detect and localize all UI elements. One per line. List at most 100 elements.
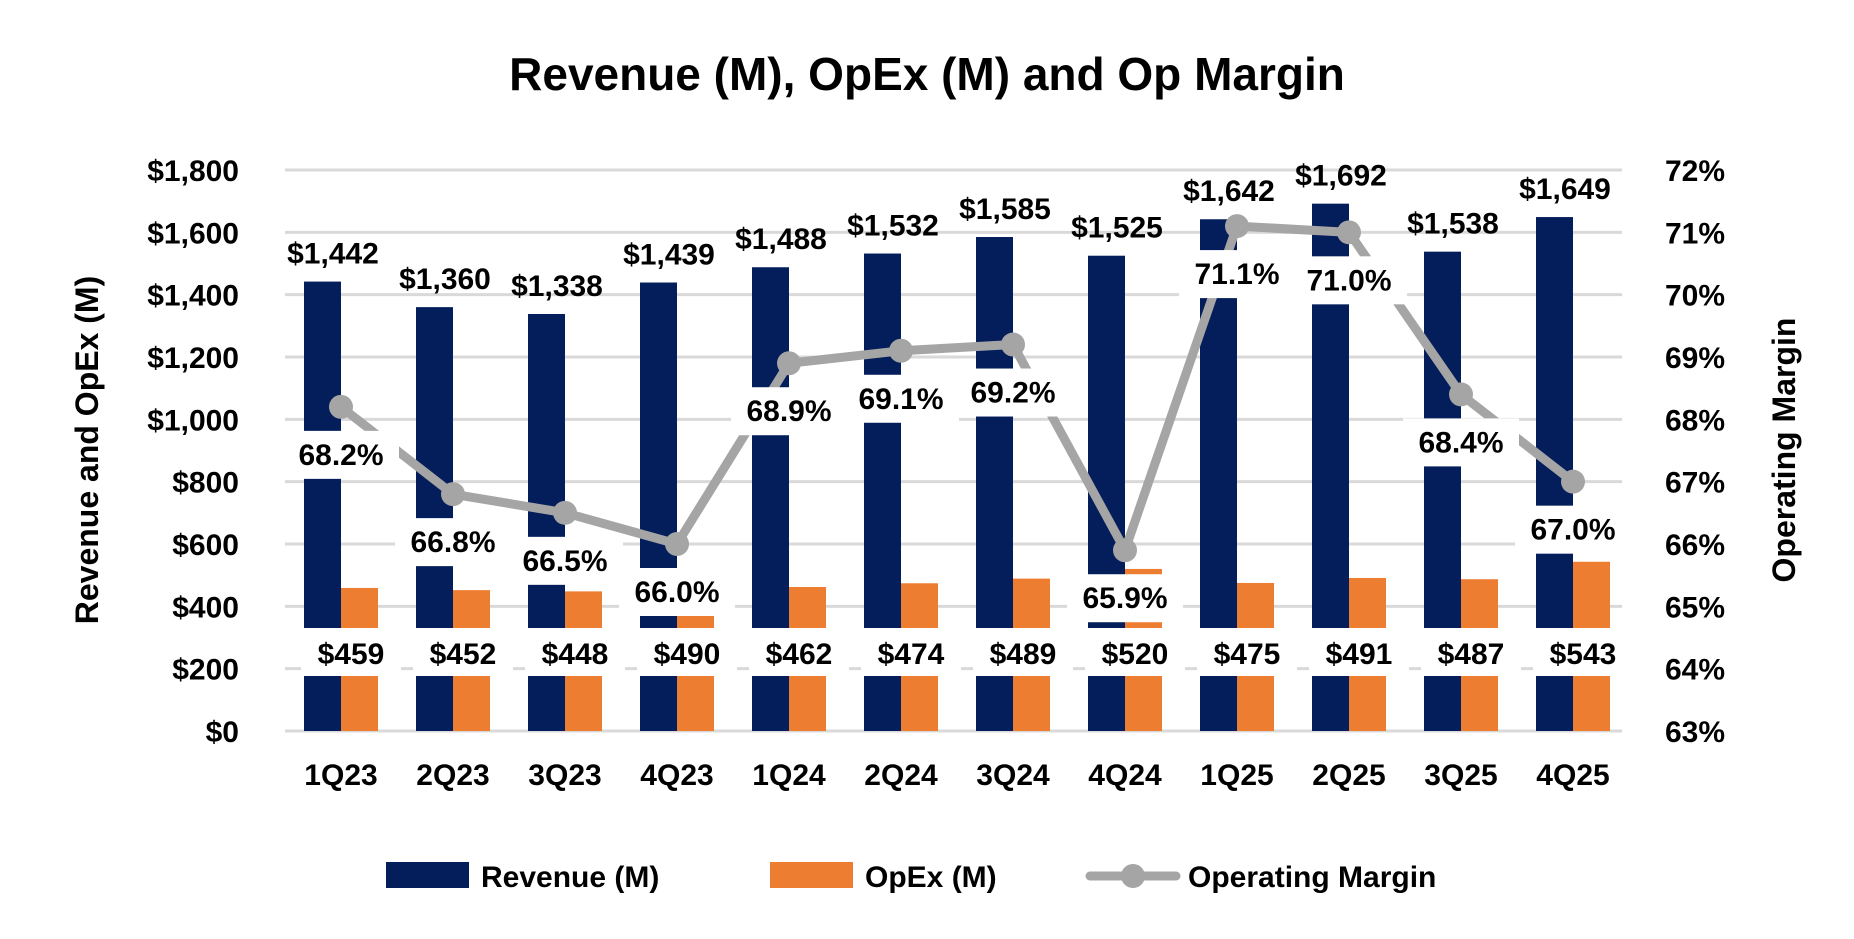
margin-data-label: 69.1% [858, 383, 943, 416]
opex-data-label: $452 [430, 638, 497, 671]
opex-label-box [1197, 628, 1297, 676]
revenue-data-label: $1,692 [1295, 160, 1387, 193]
opex-data-label: $543 [1550, 638, 1617, 671]
opex-data-label: $489 [990, 638, 1057, 671]
x-tick-label: 2Q24 [864, 759, 938, 792]
y-tick-label: $0 [206, 716, 239, 749]
revenue-data-label: $1,360 [399, 263, 491, 296]
x-tick-label: 3Q25 [1424, 759, 1497, 792]
y2-tick-label: 70% [1665, 280, 1725, 313]
y2-tick-label: 66% [1665, 529, 1725, 562]
y-tick-label: $400 [172, 591, 239, 624]
opex-label-box [525, 628, 625, 676]
opex-label-box [1085, 628, 1185, 676]
right-axis-ticks: 63% 64% 65% 66% 67% 68% 69% 70% 71% 72% [1665, 155, 1725, 749]
margin-label-box [1067, 574, 1183, 623]
left-axis-ticks: $0 $200 $400 $600 $800 $1,000 $1,200 $1,400 $1,6… [147, 155, 239, 749]
margin-marker [665, 532, 689, 556]
margin-data-label: 67.0% [1530, 514, 1615, 547]
legend-swatch-revenue [386, 862, 469, 888]
revenue-data-label: $1,585 [959, 193, 1051, 226]
x-tick-label: 1Q24 [752, 759, 826, 792]
y2-tick-label: 68% [1665, 404, 1725, 437]
y2-tick-label: 67% [1665, 467, 1725, 500]
opex-data-label: $490 [654, 638, 721, 671]
revenue-data-label: $1,439 [623, 239, 715, 272]
margin-data-label: 66.5% [522, 545, 607, 578]
margin-marker [889, 338, 913, 363]
y-tick-label: $200 [172, 654, 239, 687]
margin-data-label: 69.2% [970, 377, 1055, 410]
margin-label-box [1403, 418, 1519, 467]
opex-label-box [1421, 628, 1521, 676]
x-tick-label: 3Q24 [976, 759, 1050, 792]
opex-label-box [861, 628, 961, 676]
margin-label-box [283, 430, 399, 479]
opex-data-label: $520 [1102, 638, 1169, 671]
opex-label-box [301, 628, 401, 676]
revenue-data-label: $1,338 [511, 270, 603, 303]
opex-data-label: $448 [542, 638, 609, 671]
y-tick-label: $600 [172, 529, 239, 562]
chart-title: Revenue (M), OpEx (M) and Op Margin [509, 48, 1345, 100]
left-axis-title: Revenue and OpEx (M) [69, 276, 105, 625]
margin-data-label: 71.1% [1194, 258, 1279, 291]
margin-label-box [1515, 505, 1631, 554]
margin-data-label: 68.4% [1418, 426, 1503, 459]
legend-label-opex: OpEx (M) [865, 861, 997, 894]
x-tick-label: 2Q23 [416, 759, 489, 792]
margin-label-box [1179, 250, 1295, 299]
y2-tick-label: 71% [1665, 217, 1725, 250]
margin-label-box [619, 568, 735, 616]
y-tick-label: $800 [172, 467, 239, 500]
y2-tick-label: 69% [1665, 342, 1725, 375]
margin-label-box [955, 368, 1071, 417]
opex-label-box [973, 628, 1073, 676]
legend-label-margin: Operating Margin [1188, 861, 1436, 894]
margin-marker [1337, 220, 1361, 245]
y-tick-label: $1,400 [147, 280, 239, 313]
y2-tick-label: 64% [1665, 654, 1725, 687]
margin-data-label: 66.8% [410, 526, 495, 559]
revenue-data-label: $1,642 [1183, 175, 1275, 208]
opex-label-box [413, 628, 513, 676]
margin-marker [777, 351, 801, 376]
margin-label-box [1291, 256, 1407, 305]
opex-label-box [1309, 628, 1409, 676]
opex-data-label: $474 [878, 638, 945, 671]
margin-label-box [507, 536, 623, 585]
revenue-data-label: $1,538 [1407, 208, 1499, 241]
legend: Revenue (M) OpEx (M) Operating Margin [386, 861, 1436, 894]
y-tick-label: $1,000 [147, 404, 239, 437]
revenue-data-label: $1,649 [1519, 173, 1611, 206]
legend-swatch-margin-marker [1121, 864, 1145, 888]
margin-label-box [731, 387, 847, 436]
revenue-data-label: $1,532 [847, 210, 939, 243]
opex-label-box [637, 628, 737, 676]
legend-swatch-opex [770, 862, 853, 888]
y2-tick-label: 63% [1665, 716, 1725, 749]
y-tick-label: $1,200 [147, 342, 239, 375]
margin-label-box [843, 374, 959, 423]
right-axis-title: Operating Margin [1766, 318, 1802, 583]
margin-marker [1449, 382, 1473, 407]
x-tick-label: 1Q23 [304, 759, 377, 792]
margin-marker [553, 500, 577, 525]
opex-label-box [1533, 628, 1633, 676]
opex-data-label: $459 [318, 638, 385, 671]
y-tick-label: $1,600 [147, 217, 239, 250]
margin-label-box [395, 518, 511, 567]
x-tick-label: 4Q23 [640, 759, 713, 792]
margin-data-label: 68.2% [298, 439, 383, 472]
y-tick-label: $1,800 [147, 155, 239, 188]
margin-marker [1561, 469, 1585, 494]
x-tick-label: 4Q24 [1088, 759, 1162, 792]
opex-data-label: $491 [1326, 638, 1393, 671]
margin-marker [1113, 538, 1137, 563]
revenue-data-label: $1,525 [1071, 212, 1163, 245]
margin-data-label: 68.9% [746, 395, 831, 428]
x-tick-label: 2Q25 [1312, 759, 1385, 792]
opex-data-label: $487 [1438, 638, 1505, 671]
y2-tick-label: 65% [1665, 591, 1725, 624]
